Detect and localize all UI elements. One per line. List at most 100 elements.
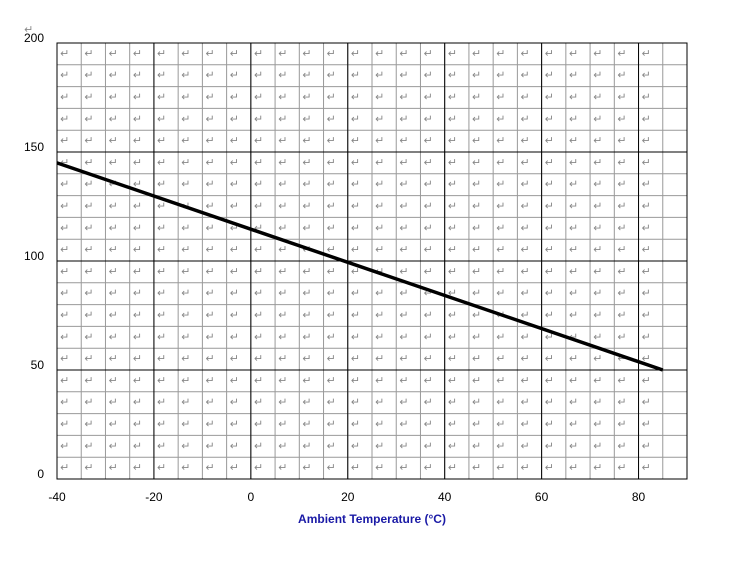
cell-mark: ↵ xyxy=(278,134,287,147)
cell-mark: ↵ xyxy=(254,112,263,125)
cell-mark: ↵ xyxy=(569,178,578,191)
x-tick-label: -20 xyxy=(145,490,163,504)
cell-mark: ↵ xyxy=(60,156,69,169)
cell-mark: ↵ xyxy=(545,91,554,104)
cell-mark: ↵ xyxy=(399,69,408,82)
cell-mark: ↵ xyxy=(157,178,166,191)
cell-mark: ↵ xyxy=(133,91,142,104)
cell-mark: ↵ xyxy=(157,439,166,452)
cell-mark: ↵ xyxy=(351,156,360,169)
cell-mark: ↵ xyxy=(593,396,602,409)
cell-mark: ↵ xyxy=(84,461,93,474)
cell-mark: ↵ xyxy=(278,265,287,278)
cell-mark: ↵ xyxy=(496,439,505,452)
cell-mark: ↵ xyxy=(230,156,239,169)
cell-mark: ↵ xyxy=(254,265,263,278)
cell-mark: ↵ xyxy=(327,200,336,213)
cell-mark: ↵ xyxy=(520,69,529,82)
cell-mark: ↵ xyxy=(545,374,554,387)
cell-mark: ↵ xyxy=(133,243,142,256)
cell-mark: ↵ xyxy=(302,91,311,104)
cell-mark: ↵ xyxy=(205,418,214,431)
cell-mark: ↵ xyxy=(60,439,69,452)
cell-mark: ↵ xyxy=(448,156,457,169)
cell-mark: ↵ xyxy=(545,200,554,213)
cell-mark: ↵ xyxy=(520,112,529,125)
cell-mark: ↵ xyxy=(351,439,360,452)
cell-mark: ↵ xyxy=(423,69,432,82)
cell-mark: ↵ xyxy=(133,265,142,278)
cell-mark: ↵ xyxy=(84,287,93,300)
cell-mark: ↵ xyxy=(230,243,239,256)
cell-mark: ↵ xyxy=(617,439,626,452)
cell-mark: ↵ xyxy=(642,221,651,234)
cell-mark: ↵ xyxy=(181,112,190,125)
cell-mark: ↵ xyxy=(448,243,457,256)
cell-mark: ↵ xyxy=(278,91,287,104)
cell-mark: ↵ xyxy=(617,112,626,125)
cell-mark: ↵ xyxy=(60,243,69,256)
cell-mark: ↵ xyxy=(278,330,287,343)
cell-mark: ↵ xyxy=(60,178,69,191)
cell-mark: ↵ xyxy=(472,439,481,452)
cell-mark: ↵ xyxy=(157,352,166,365)
cell-mark: ↵ xyxy=(108,439,117,452)
cell-mark: ↵ xyxy=(230,461,239,474)
cell-mark: ↵ xyxy=(423,91,432,104)
cell-mark: ↵ xyxy=(302,461,311,474)
cell-mark: ↵ xyxy=(157,47,166,60)
y-tick-label: 200 xyxy=(24,31,44,45)
cell-mark: ↵ xyxy=(108,287,117,300)
cell-mark: ↵ xyxy=(84,91,93,104)
cell-mark: ↵ xyxy=(60,134,69,147)
cell-mark: ↵ xyxy=(423,418,432,431)
cell-mark: ↵ xyxy=(108,418,117,431)
cell-mark: ↵ xyxy=(545,69,554,82)
cell-mark: ↵ xyxy=(84,330,93,343)
cell-mark: ↵ xyxy=(569,47,578,60)
cell-mark: ↵ xyxy=(108,134,117,147)
cell-mark: ↵ xyxy=(472,69,481,82)
cell-mark: ↵ xyxy=(642,309,651,322)
cell-mark: ↵ xyxy=(472,156,481,169)
cell-mark: ↵ xyxy=(351,330,360,343)
cell-mark: ↵ xyxy=(351,47,360,60)
cell-mark: ↵ xyxy=(496,374,505,387)
cell-mark: ↵ xyxy=(327,396,336,409)
cell-mark: ↵ xyxy=(569,91,578,104)
cell-mark: ↵ xyxy=(569,134,578,147)
cell-mark: ↵ xyxy=(496,200,505,213)
cell-mark: ↵ xyxy=(496,134,505,147)
cell-mark: ↵ xyxy=(617,330,626,343)
cell-mark: ↵ xyxy=(617,287,626,300)
cell-mark: ↵ xyxy=(327,243,336,256)
x-tick-label: 80 xyxy=(632,490,646,504)
cell-mark: ↵ xyxy=(569,396,578,409)
cell-mark: ↵ xyxy=(593,439,602,452)
cell-mark: ↵ xyxy=(205,396,214,409)
cell-mark: ↵ xyxy=(108,69,117,82)
cell-mark: ↵ xyxy=(399,112,408,125)
cell-mark: ↵ xyxy=(617,396,626,409)
cell-mark: ↵ xyxy=(617,221,626,234)
cell-mark: ↵ xyxy=(617,156,626,169)
cell-mark: ↵ xyxy=(351,461,360,474)
cell-mark: ↵ xyxy=(448,112,457,125)
cell-mark: ↵ xyxy=(254,352,263,365)
cell-mark: ↵ xyxy=(423,287,432,300)
cell-mark: ↵ xyxy=(496,287,505,300)
cell-mark: ↵ xyxy=(327,156,336,169)
y-tick-label: 0 xyxy=(37,467,44,481)
cell-mark: ↵ xyxy=(472,221,481,234)
cell-mark: ↵ xyxy=(351,178,360,191)
cell-mark: ↵ xyxy=(84,418,93,431)
cell-mark: ↵ xyxy=(278,287,287,300)
cell-mark: ↵ xyxy=(351,265,360,278)
cell-mark: ↵ xyxy=(60,309,69,322)
cell-mark: ↵ xyxy=(278,69,287,82)
cell-mark: ↵ xyxy=(399,330,408,343)
cell-mark: ↵ xyxy=(60,265,69,278)
x-tick-label: 60 xyxy=(535,490,549,504)
cell-mark: ↵ xyxy=(133,69,142,82)
cell-mark: ↵ xyxy=(181,156,190,169)
